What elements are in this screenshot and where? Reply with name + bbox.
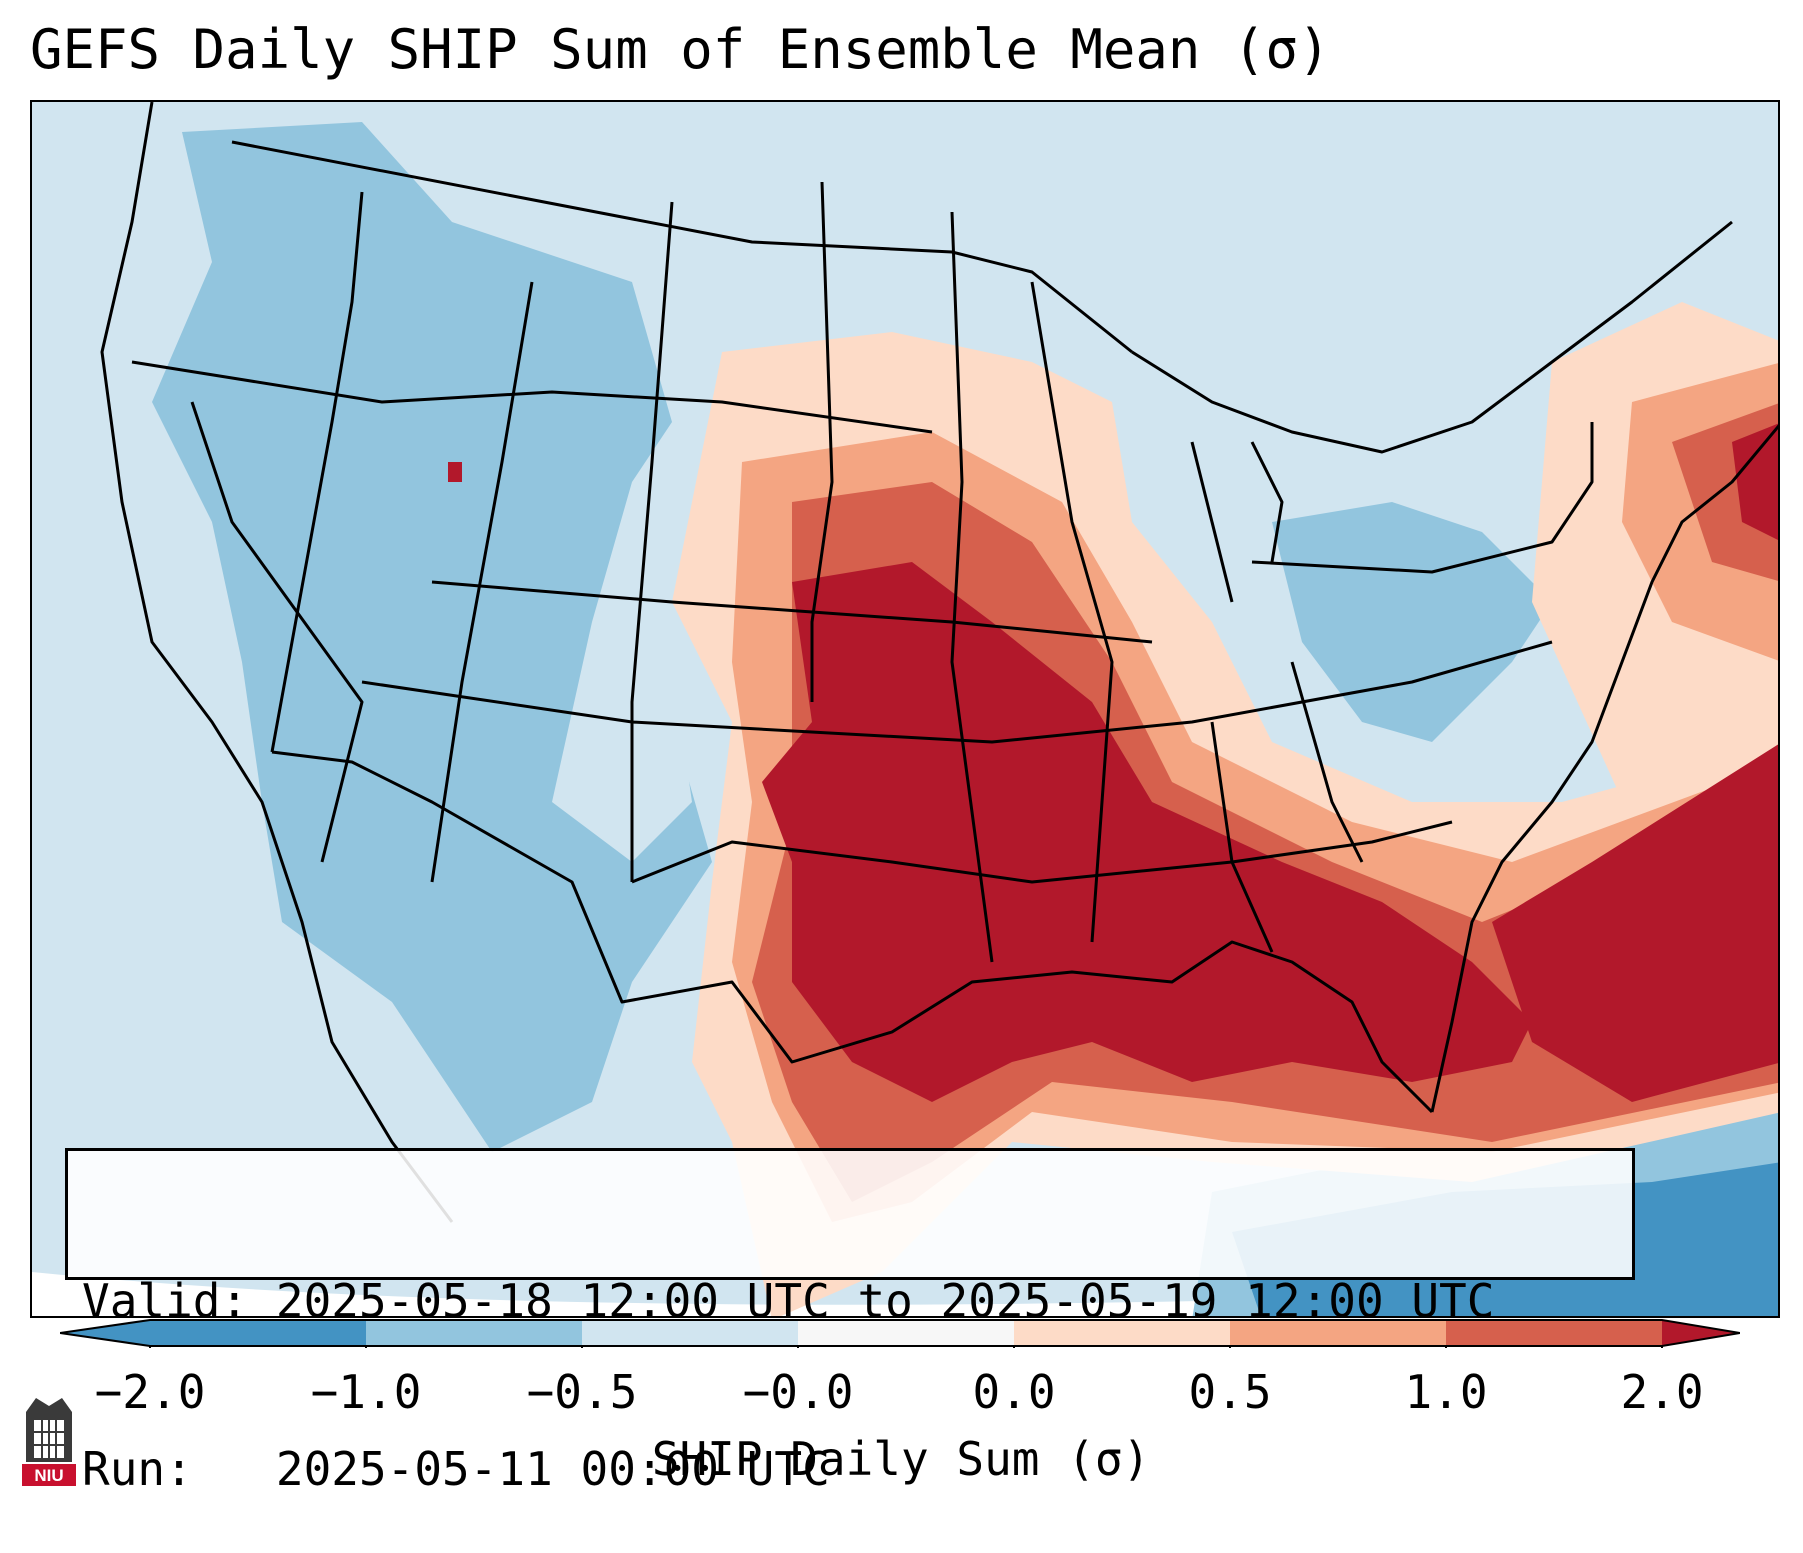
west-coastline: [100, 102, 454, 1223]
state-line-georgia: [1290, 661, 1364, 863]
state-line-idaho: [270, 191, 364, 753]
chart-title: GEFS Daily SHIP Sum of Ensemble Mean (σ): [30, 18, 1331, 81]
state-line-south: [631, 820, 1453, 884]
svg-text:NIU: NIU: [34, 1466, 63, 1485]
colorbar-label: SHIP Daily Sum (σ): [651, 1432, 1151, 1486]
run-label: Run:: [82, 1442, 193, 1496]
niu-logo-icon: NIU: [22, 1398, 76, 1486]
valid-run-info-box: Valid: 2025-05-18 12:00 UTC to 2025-05-1…: [65, 1148, 1635, 1496]
colorbar-tick-label: 2.0: [1620, 1365, 1704, 1419]
state-line-great-lakes: [1251, 422, 1594, 574]
colorbar-segment-7: [1446, 1320, 1662, 1346]
lake-michigan-west: [1190, 441, 1234, 603]
region-very-high-gulf-of-maine: [1732, 423, 1778, 540]
state-line-alabama: [1210, 721, 1274, 953]
state-line-south-central: [361, 640, 1553, 744]
colorbar-segment-4: [798, 1320, 1014, 1346]
state-line-plains-w: [630, 201, 674, 882]
state-line-central: [431, 580, 1153, 644]
run-value: 2025-05-11 00:00 UTC: [275, 1442, 830, 1496]
state-line-north: [131, 360, 933, 434]
northeast-border: [1131, 220, 1733, 454]
colorbar-extend-low: [60, 1320, 150, 1346]
colorbar-tick-label: 0.5: [1188, 1365, 1272, 1419]
colorbar-tick-label: −0.5: [526, 1365, 638, 1419]
colorbar-tick-label: 0.0: [972, 1365, 1056, 1419]
colorbar-tick-label: −1.0: [310, 1365, 422, 1419]
colorbar-tick-label: 1.0: [1404, 1365, 1488, 1419]
map-canvas: [32, 102, 1778, 1316]
map-panel: [30, 100, 1780, 1318]
state-line-plains-c: [810, 181, 834, 702]
region-low-northeast: [1272, 502, 1552, 742]
lake-michigan-east: [1250, 441, 1284, 563]
colorbar-extend-high: [1662, 1320, 1740, 1346]
state-line-mississippi-w: [950, 211, 994, 963]
east-coastline: [1430, 424, 1778, 1113]
run-row: Run: 2025-05-11 00:00 UTC: [82, 1441, 1618, 1497]
colorbar-segment-1: [150, 1320, 366, 1346]
state-line-mississippi-e: [1030, 281, 1114, 943]
colorbar-tick-label: −0.0: [742, 1365, 854, 1419]
gulf-coastline: [271, 750, 1434, 1114]
colorbar-segment-3: [582, 1320, 798, 1346]
colorbar: [60, 1319, 1740, 1348]
isolated-high-pixel: [448, 462, 462, 482]
region-very-high: [762, 562, 1532, 1102]
colorbar-tick-label: −2.0: [94, 1365, 206, 1419]
colorbar-segment-5: [1014, 1320, 1230, 1346]
colorbar-segment-2: [366, 1320, 582, 1346]
colorbar-ticks: [149, 1346, 1663, 1348]
state-line-mountain: [430, 281, 534, 883]
boundaries: [100, 102, 1778, 1223]
region-near-neg-patch: [552, 622, 692, 862]
colorbar-segment-6: [1230, 1320, 1446, 1346]
region-very-high-atlantic: [1492, 744, 1778, 1102]
